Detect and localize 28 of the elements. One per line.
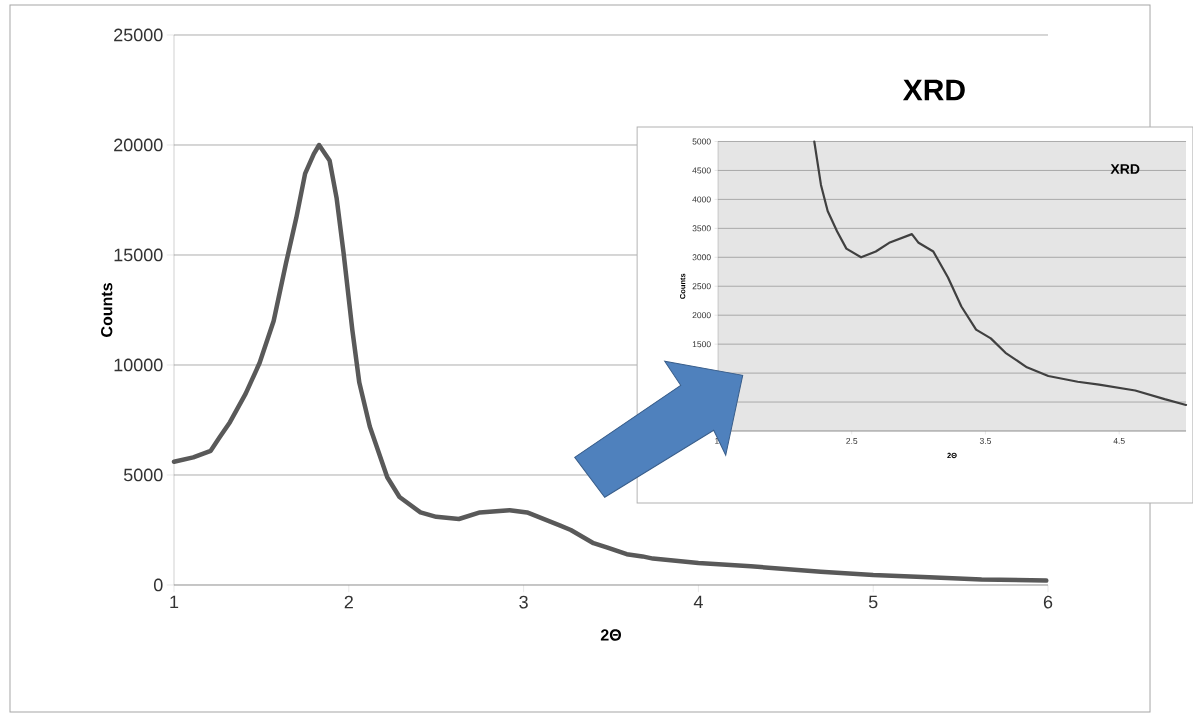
x-tick-label: 4 — [693, 595, 703, 609]
x-axis-title: 2Θ — [600, 629, 622, 641]
text: XRD — [1110, 164, 1140, 174]
y-tick-label: 4000 — [692, 196, 711, 203]
y-tick-label: 15000 — [114, 248, 163, 262]
text: XRD — [902, 79, 965, 101]
y-tick-label: 10000 — [114, 358, 163, 372]
y-tick-label: 25000 — [114, 28, 163, 42]
y-tick-label: 4500 — [692, 167, 711, 174]
x-tick-label: 3 — [519, 595, 528, 609]
line-series — [813, 140, 1188, 407]
y-tick-label: 5000 — [123, 468, 163, 482]
x-tick-label: 1 — [170, 595, 179, 609]
x-tick-label: 6 — [1043, 595, 1053, 609]
x-tick-label: 5 — [868, 595, 878, 609]
x-tick-label: 4.5 — [1113, 437, 1125, 444]
y-tick-label: 5000 — [692, 138, 711, 145]
x-tick-label: 3.5 — [979, 437, 991, 444]
x-tick-label: 2.5 — [846, 437, 858, 444]
y-axis-title: Counts — [101, 283, 113, 337]
x-tick-label: 2 — [344, 595, 353, 609]
y-tick-label: 2500 — [692, 283, 711, 290]
y-tick-label: 0 — [153, 578, 163, 592]
y-tick-label: 3000 — [692, 254, 711, 261]
y-tick-label: 2000 — [692, 312, 711, 319]
y-tick-label: 20000 — [114, 138, 163, 152]
y-tick-label: 1500 — [692, 341, 711, 348]
y-tick-label: 3500 — [692, 225, 711, 232]
